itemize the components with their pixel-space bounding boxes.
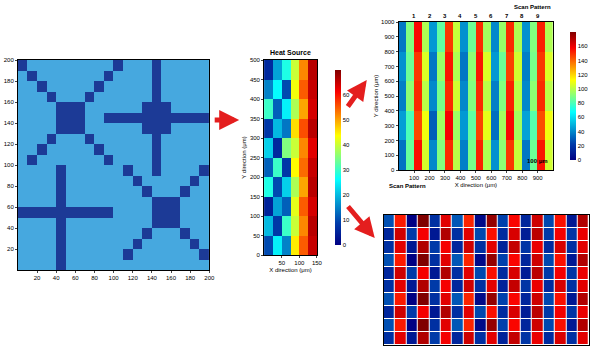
svg-text:300: 300 bbox=[440, 175, 451, 181]
svg-text:40: 40 bbox=[343, 142, 350, 148]
svg-text:160: 160 bbox=[4, 99, 15, 105]
svg-text:150: 150 bbox=[312, 260, 323, 266]
svg-text:10: 10 bbox=[343, 217, 350, 223]
svg-text:Y direction (μm): Y direction (μm) bbox=[241, 136, 247, 178]
svg-text:160: 160 bbox=[166, 275, 177, 281]
svg-text:100: 100 bbox=[250, 213, 261, 219]
svg-text:3: 3 bbox=[443, 13, 447, 19]
svg-text:180: 180 bbox=[185, 275, 196, 281]
svg-text:200: 200 bbox=[4, 57, 15, 63]
svg-text:400: 400 bbox=[455, 175, 466, 181]
svg-text:100: 100 bbox=[384, 152, 395, 158]
svg-text:50: 50 bbox=[253, 233, 260, 239]
svg-text:140: 140 bbox=[4, 120, 15, 126]
svg-text:0: 0 bbox=[578, 157, 582, 163]
svg-text:Scan Pattern: Scan Pattern bbox=[514, 4, 551, 10]
svg-text:400: 400 bbox=[384, 108, 395, 114]
svg-text:1000: 1000 bbox=[381, 19, 395, 25]
svg-text:700: 700 bbox=[502, 175, 513, 181]
svg-text:X direction (μm): X direction (μm) bbox=[455, 182, 497, 188]
svg-text:Heat Source: Heat Source bbox=[270, 49, 311, 56]
svg-text:20: 20 bbox=[578, 143, 585, 149]
svg-text:200: 200 bbox=[384, 138, 395, 144]
svg-text:60: 60 bbox=[72, 275, 79, 281]
svg-text:80: 80 bbox=[7, 183, 14, 189]
svg-text:600: 600 bbox=[486, 175, 497, 181]
svg-text:60: 60 bbox=[578, 114, 585, 120]
svg-text:20: 20 bbox=[343, 192, 350, 198]
svg-text:2: 2 bbox=[428, 13, 432, 19]
svg-text:5: 5 bbox=[474, 13, 478, 19]
svg-text:900: 900 bbox=[384, 34, 395, 40]
svg-text:120: 120 bbox=[128, 275, 139, 281]
svg-text:300: 300 bbox=[384, 123, 395, 129]
svg-text:Y direction (μm): Y direction (μm) bbox=[373, 75, 379, 117]
svg-text:40: 40 bbox=[53, 275, 60, 281]
svg-text:120: 120 bbox=[4, 141, 15, 147]
svg-text:100: 100 bbox=[578, 86, 589, 92]
svg-text:30: 30 bbox=[343, 167, 350, 173]
svg-text:0: 0 bbox=[257, 252, 261, 258]
svg-text:250: 250 bbox=[250, 155, 261, 161]
svg-text:200: 200 bbox=[425, 175, 436, 181]
svg-text:6: 6 bbox=[489, 13, 493, 19]
svg-text:300: 300 bbox=[250, 135, 261, 141]
svg-text:80: 80 bbox=[91, 275, 98, 281]
svg-text:150: 150 bbox=[250, 194, 261, 200]
svg-text:4: 4 bbox=[458, 13, 462, 19]
svg-text:20: 20 bbox=[7, 246, 14, 252]
svg-text:Scan Pattern: Scan Pattern bbox=[389, 183, 426, 189]
svg-text:100: 100 bbox=[409, 175, 420, 181]
svg-text:350: 350 bbox=[250, 116, 261, 122]
svg-text:1: 1 bbox=[412, 13, 416, 19]
svg-text:80: 80 bbox=[578, 100, 585, 106]
svg-text:100: 100 bbox=[294, 260, 305, 266]
svg-text:40: 40 bbox=[7, 225, 14, 231]
svg-text:60: 60 bbox=[7, 204, 14, 210]
svg-text:60: 60 bbox=[343, 92, 350, 98]
svg-text:50: 50 bbox=[343, 117, 350, 123]
svg-text:180: 180 bbox=[4, 78, 15, 84]
svg-text:450: 450 bbox=[250, 77, 261, 83]
svg-text:800: 800 bbox=[384, 49, 395, 55]
svg-text:X direction (μm): X direction (μm) bbox=[269, 267, 311, 273]
svg-text:160: 160 bbox=[578, 43, 589, 49]
svg-text:500: 500 bbox=[471, 175, 482, 181]
svg-text:0: 0 bbox=[343, 242, 347, 248]
svg-text:600: 600 bbox=[384, 78, 395, 84]
svg-text:500: 500 bbox=[250, 57, 261, 63]
svg-text:140: 140 bbox=[578, 58, 589, 64]
svg-text:400: 400 bbox=[250, 96, 261, 102]
svg-text:800: 800 bbox=[517, 175, 528, 181]
svg-text:50: 50 bbox=[278, 260, 285, 266]
svg-text:500: 500 bbox=[384, 93, 395, 99]
svg-text:8: 8 bbox=[520, 13, 524, 19]
svg-text:9: 9 bbox=[536, 13, 540, 19]
svg-text:100: 100 bbox=[109, 275, 120, 281]
svg-text:100: 100 bbox=[4, 162, 15, 168]
svg-text:0: 0 bbox=[391, 167, 395, 173]
svg-text:120: 120 bbox=[578, 72, 589, 78]
svg-text:200: 200 bbox=[204, 275, 215, 281]
svg-text:700: 700 bbox=[384, 64, 395, 70]
svg-text:7: 7 bbox=[505, 13, 509, 19]
svg-text:900: 900 bbox=[533, 175, 544, 181]
svg-text:200: 200 bbox=[250, 174, 261, 180]
svg-text:20: 20 bbox=[34, 275, 41, 281]
svg-text:40: 40 bbox=[578, 129, 585, 135]
svg-text:100 μm: 100 μm bbox=[527, 158, 548, 164]
svg-text:140: 140 bbox=[147, 275, 158, 281]
